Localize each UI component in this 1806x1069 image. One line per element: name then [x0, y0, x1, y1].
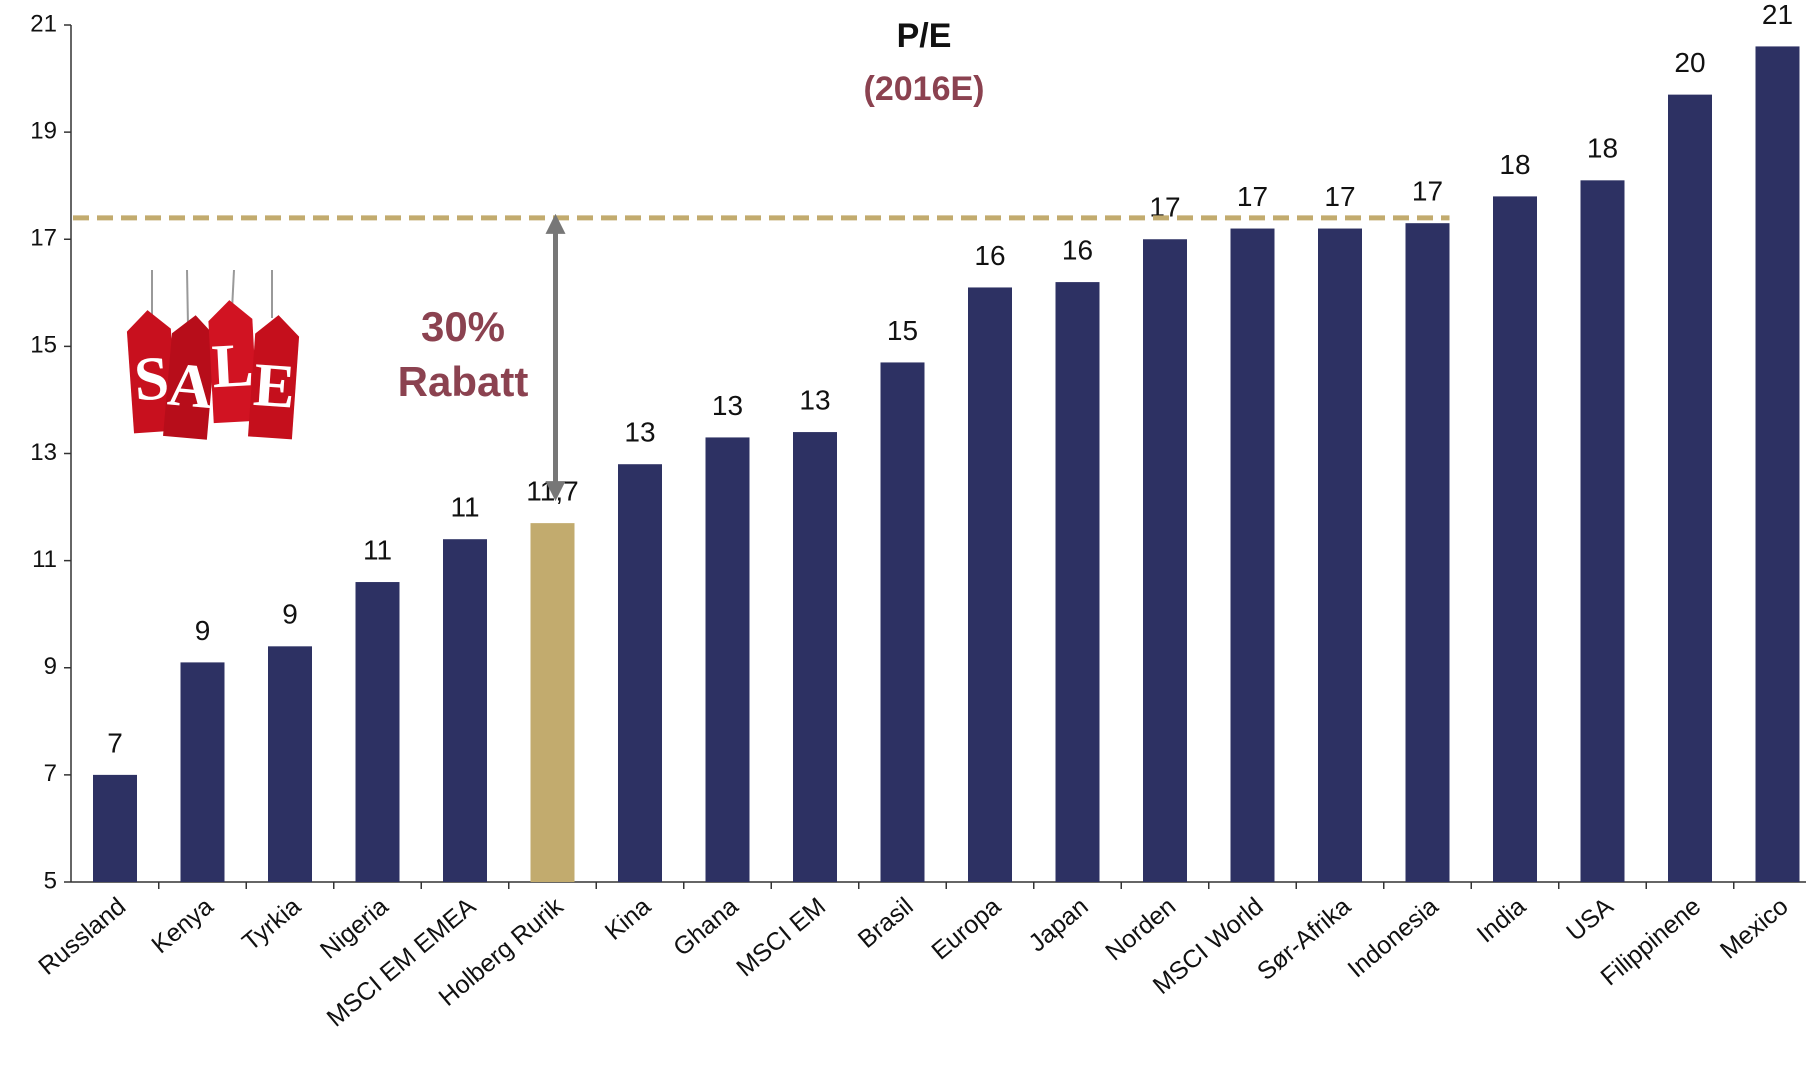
value-label: 15	[887, 315, 918, 346]
value-label: 16	[974, 240, 1005, 271]
bar	[443, 539, 487, 882]
bar	[1755, 46, 1800, 883]
bar	[268, 646, 312, 882]
x-tick-label: Japan	[1023, 892, 1093, 957]
value-label: 11,7	[526, 476, 578, 507]
sale-letter: E	[251, 351, 297, 422]
y-tick-label: 7	[44, 760, 57, 787]
sale-letter: L	[210, 331, 255, 401]
bar	[1055, 282, 1100, 883]
bar	[355, 582, 400, 882]
value-label: 13	[799, 384, 830, 415]
x-tick-label: Russland	[33, 892, 131, 980]
value-label: 7	[107, 727, 123, 758]
bar	[793, 432, 837, 882]
x-tick-label: MSCI EM	[731, 892, 831, 982]
y-tick-label: 19	[30, 117, 57, 144]
x-tick-label: MSCI EM EMEA	[322, 892, 482, 1032]
bar	[880, 362, 925, 883]
x-tick-label: Brasil	[853, 892, 919, 954]
bar	[1318, 228, 1362, 883]
value-label: 21	[1762, 0, 1793, 30]
bar	[1580, 180, 1625, 883]
sale-letter: A	[165, 350, 216, 422]
bar	[1405, 223, 1450, 882]
annotation: 30%	[421, 303, 505, 350]
y-tick-label: 15	[30, 332, 57, 359]
x-tick-label: Nigeria	[315, 892, 394, 964]
value-label: 18	[1499, 149, 1530, 180]
y-tick-label: 5	[44, 867, 57, 894]
chart-subtitle: (2016E)	[864, 70, 985, 108]
y-tick-label: 13	[30, 439, 57, 466]
bar	[530, 523, 575, 882]
y-tick-label: 17	[30, 225, 57, 252]
x-tick-label: Mexico	[1715, 892, 1794, 964]
bar	[93, 774, 137, 882]
y-tick-label: 11	[32, 546, 57, 573]
x-tick-label: Indonesia	[1343, 892, 1444, 983]
value-label: 11	[363, 534, 392, 565]
x-tick-label: Ghana	[668, 892, 744, 962]
bar	[1668, 94, 1712, 883]
y-tick-label: 21	[30, 10, 57, 37]
annotation: Rabatt	[398, 358, 529, 405]
x-tick-label: Kina	[600, 892, 656, 946]
bar	[968, 287, 1012, 882]
value-label: 17	[1412, 176, 1443, 207]
value-label: 11	[450, 492, 479, 523]
bar	[1493, 196, 1537, 882]
value-label: 17	[1324, 181, 1355, 212]
value-label: 16	[1062, 234, 1093, 265]
value-label: 17	[1237, 181, 1268, 212]
x-tick-label: Europa	[926, 892, 1006, 965]
x-tick-label: USA	[1561, 892, 1619, 947]
value-label: 18	[1587, 133, 1618, 164]
value-label: 9	[195, 615, 211, 646]
bar	[180, 662, 225, 882]
x-tick-label: Kenya	[146, 892, 218, 959]
value-label: 9	[282, 599, 298, 630]
chart-title: P/E	[897, 17, 952, 55]
value-label: 20	[1674, 47, 1705, 78]
value-label: 13	[712, 390, 743, 421]
bar	[1230, 228, 1275, 883]
value-label: 13	[624, 417, 655, 448]
y-tick-label: 9	[44, 653, 57, 680]
x-tick-label: Tyrkia	[237, 892, 306, 956]
bar	[618, 464, 662, 882]
x-tick-label: India	[1472, 892, 1532, 948]
x-tick-label: Norden	[1100, 892, 1181, 966]
bar	[705, 437, 750, 882]
bar	[1143, 239, 1187, 882]
x-tick-label: Sør-Afrika	[1252, 892, 1356, 986]
sale-letter: S	[132, 344, 171, 414]
